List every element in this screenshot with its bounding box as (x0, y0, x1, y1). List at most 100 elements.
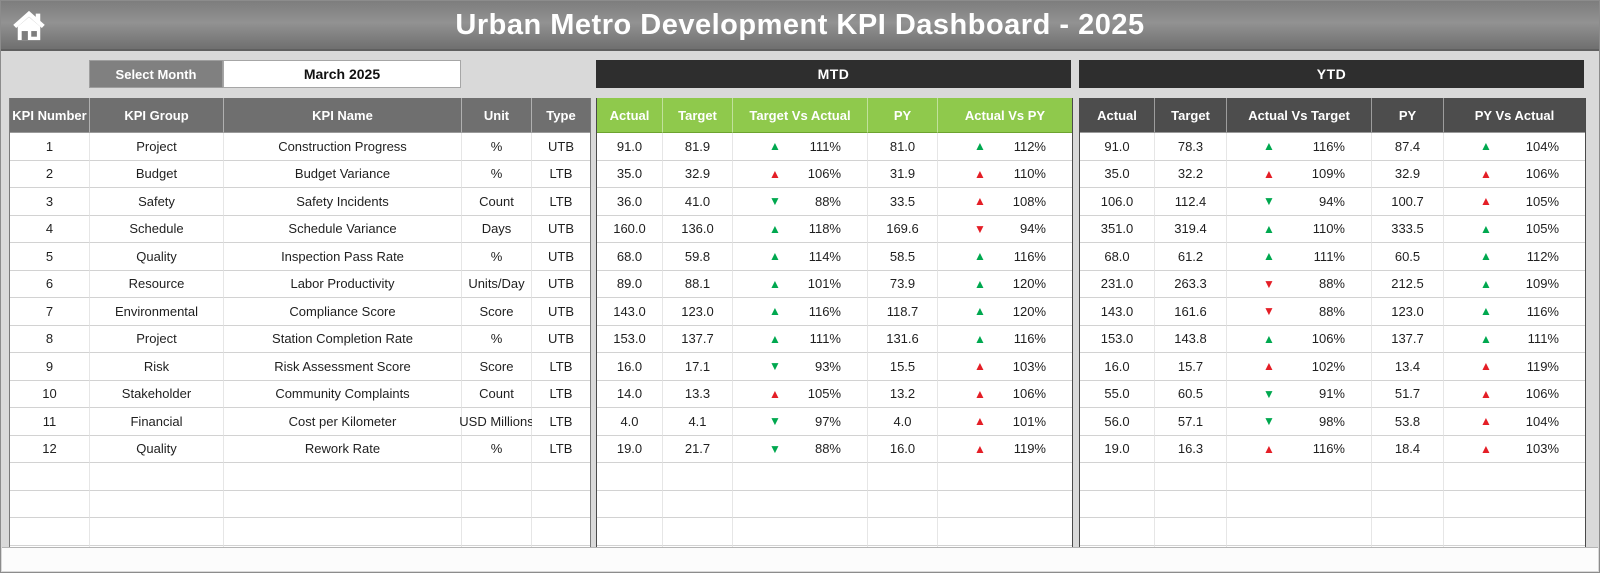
percent-value: 103% (1012, 358, 1046, 374)
unit-cell: Score (462, 353, 532, 381)
mtd-table: Actual Target Target Vs Actual PY Actual… (596, 98, 1073, 551)
down-triangle-icon: ▼ (769, 441, 781, 456)
empty-cell (938, 490, 1072, 518)
down-triangle-icon: ▼ (769, 194, 781, 209)
kpi-group-cell: Environmental (90, 298, 224, 326)
empty-cell (868, 518, 938, 546)
up-triangle-icon: ▲ (974, 359, 986, 374)
mtd-target-vs-actual-cell: ▲ 111% (733, 325, 868, 353)
ytd-actual-vs-target-cell: ▼ 88% (1227, 270, 1372, 298)
percent-value: 103% (1525, 441, 1559, 457)
mtd-target-vs-actual-cell: ▲ 101% (733, 270, 868, 298)
type-cell: UTB (532, 298, 590, 326)
mtd-target-cell: 59.8 (663, 243, 733, 271)
empty-cell (1444, 518, 1585, 546)
percent-value: 116% (1312, 138, 1345, 154)
mtd-actual-vs-py-cell: ▲ 106% (938, 380, 1072, 408)
ytd-py-cell: 60.5 (1372, 243, 1444, 271)
mtd-actual-cell: 91.0 (597, 133, 663, 161)
mtd-py-cell: 81.0 (868, 133, 938, 161)
up-triangle-icon: ▲ (1263, 441, 1275, 456)
empty-cell (90, 463, 224, 491)
kpi-number-cell: 2 (10, 160, 90, 188)
mtd-actual-vs-py-cell: ▲ 116% (938, 243, 1072, 271)
mtd-target-cell: 21.7 (663, 435, 733, 463)
empty-cell (532, 463, 590, 491)
percent-value: 116% (1312, 441, 1345, 457)
col-header-ytd-py-vs-actual: PY Vs Actual (1444, 98, 1585, 133)
mtd-target-vs-actual-cell: ▼ 97% (733, 408, 868, 436)
mtd-py-cell: 169.6 (868, 215, 938, 243)
ytd-actual-vs-target-cell: ▲ 111% (1227, 243, 1372, 271)
ytd-target-cell: 16.3 (1155, 435, 1227, 463)
up-triangle-icon: ▲ (1263, 359, 1275, 374)
month-dropdown-value[interactable]: March 2025 (223, 60, 461, 88)
mtd-target-cell: 137.7 (663, 325, 733, 353)
percent-value: 111% (809, 138, 841, 154)
percent-value: 109% (1525, 276, 1559, 292)
ytd-target-cell: 60.5 (1155, 380, 1227, 408)
empty-cell (532, 518, 590, 546)
mtd-actual-cell: 35.0 (597, 160, 663, 188)
empty-cell (938, 518, 1072, 546)
kpi-group-cell: Project (90, 325, 224, 353)
ytd-target-cell: 161.6 (1155, 298, 1227, 326)
mtd-py-cell: 15.5 (868, 353, 938, 381)
percent-value: 116% (1013, 248, 1046, 264)
empty-cell (224, 490, 462, 518)
percent-value: 102% (1311, 358, 1345, 374)
up-triangle-icon: ▲ (1480, 221, 1492, 236)
ytd-py-vs-actual-cell: ▲ 119% (1444, 353, 1585, 381)
percent-value: 105% (807, 386, 841, 402)
ytd-target-cell: 32.2 (1155, 160, 1227, 188)
mtd-actual-vs-py-cell: ▲ 101% (938, 408, 1072, 436)
home-icon[interactable] (11, 8, 47, 44)
mtd-actual-vs-py-cell: ▲ 120% (938, 298, 1072, 326)
unit-cell: Count (462, 188, 532, 216)
percent-value: 104% (1525, 138, 1559, 154)
up-triangle-icon: ▲ (1263, 166, 1275, 181)
percent-value: 119% (1526, 358, 1559, 374)
kpi-name-cell: Community Complaints (224, 380, 462, 408)
mtd-section-header: MTD (596, 60, 1071, 88)
col-header-ytd-actual: Actual (1080, 98, 1155, 133)
select-month-button[interactable]: Select Month (89, 60, 223, 88)
up-triangle-icon: ▲ (974, 386, 986, 401)
ytd-py-vs-actual-cell: ▲ 109% (1444, 270, 1585, 298)
col-header-mtd-py: PY (868, 98, 938, 133)
empty-cell (532, 490, 590, 518)
unit-cell: Units/Day (462, 270, 532, 298)
kpi-name-cell: Inspection Pass Rate (224, 243, 462, 271)
percent-value: 88% (1318, 276, 1345, 292)
empty-cell (10, 490, 90, 518)
ytd-actual-cell: 106.0 (1080, 188, 1155, 216)
kpi-number-cell: 4 (10, 215, 90, 243)
mtd-target-vs-actual-cell: ▲ 118% (733, 215, 868, 243)
ytd-actual-cell: 91.0 (1080, 133, 1155, 161)
kpi-name-cell: Safety Incidents (224, 188, 462, 216)
ytd-py-cell: 13.4 (1372, 353, 1444, 381)
ytd-py-cell: 87.4 (1372, 133, 1444, 161)
type-cell: LTB (532, 353, 590, 381)
kpi-number-cell: 7 (10, 298, 90, 326)
col-header-mtd-target: Target (663, 98, 733, 133)
empty-cell (1155, 463, 1227, 491)
ytd-py-vs-actual-cell: ▲ 111% (1444, 325, 1585, 353)
type-cell: UTB (532, 325, 590, 353)
mtd-target-cell: 4.1 (663, 408, 733, 436)
col-header-mtd-target-vs-actual: Target Vs Actual (733, 98, 868, 133)
ytd-py-vs-actual-cell: ▲ 104% (1444, 408, 1585, 436)
empty-cell (1444, 490, 1585, 518)
kpi-number-cell: 12 (10, 435, 90, 463)
percent-value: 114% (808, 248, 841, 264)
percent-value: 109% (1311, 166, 1345, 182)
ytd-target-cell: 57.1 (1155, 408, 1227, 436)
up-triangle-icon: ▲ (974, 139, 986, 154)
empty-cell (1155, 518, 1227, 546)
empty-cell (224, 518, 462, 546)
percent-value: 112% (1526, 248, 1559, 264)
up-triangle-icon: ▲ (974, 166, 986, 181)
type-cell: UTB (532, 215, 590, 243)
up-triangle-icon: ▲ (974, 331, 986, 346)
empty-cell (597, 463, 663, 491)
